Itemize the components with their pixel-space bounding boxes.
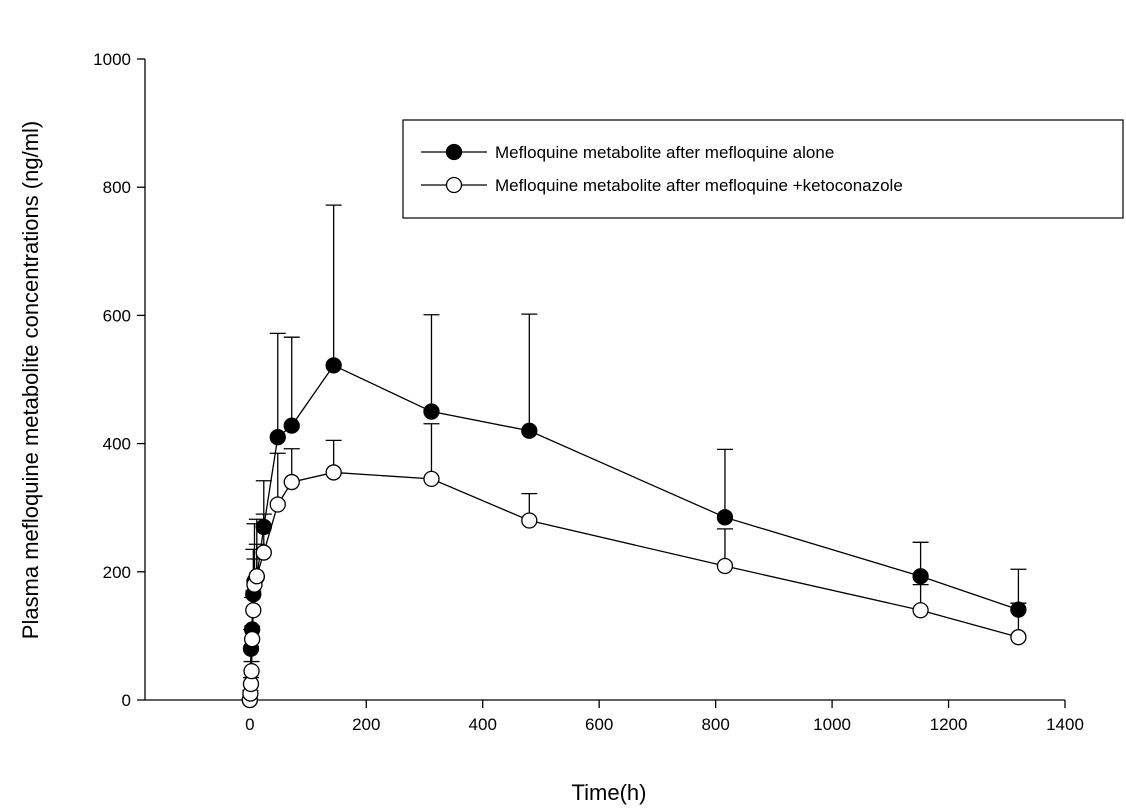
marker <box>521 512 538 529</box>
legend-marker <box>445 143 463 161</box>
x-tick-label: 600 <box>585 715 613 734</box>
error-bar <box>423 314 440 412</box>
x-tick-label: 1200 <box>930 715 968 734</box>
marker <box>243 630 261 648</box>
error-bar <box>269 332 286 438</box>
error-bar <box>423 423 440 479</box>
marker <box>269 429 286 446</box>
y-tick-label: 600 <box>103 306 131 325</box>
error-bar <box>521 313 538 431</box>
marker <box>521 422 538 439</box>
legend-marker <box>445 176 463 194</box>
marker <box>255 544 272 561</box>
marker <box>245 602 262 619</box>
marker <box>269 496 286 513</box>
marker <box>912 602 929 619</box>
x-tick-label: 1000 <box>813 715 851 734</box>
x-tick-label: 200 <box>352 715 380 734</box>
marker <box>423 470 440 488</box>
error-bar <box>283 336 300 426</box>
marker <box>912 568 929 585</box>
marker <box>716 557 734 575</box>
y-tick-label: 400 <box>103 435 131 454</box>
marker <box>248 568 265 585</box>
error-bar <box>269 452 286 505</box>
error-bar <box>325 204 342 366</box>
legend-label: Mefloquine metabolite after mefloquine +… <box>495 176 903 195</box>
legend-box <box>402 119 1124 219</box>
marker <box>243 663 260 680</box>
marker <box>325 464 342 481</box>
series-line <box>249 471 1019 701</box>
y-tick-label: 200 <box>103 563 131 582</box>
x-tick-label: 0 <box>245 715 254 734</box>
x-axis-title: Time(h) <box>572 780 647 805</box>
y-axis-title: Plasma mefloquine metabolite concentrati… <box>18 121 43 639</box>
x-tick-label: 400 <box>469 715 497 734</box>
error-bar <box>716 448 733 518</box>
legend: Mefloquine metabolite after mefloquine a… <box>402 119 1124 219</box>
marker <box>325 357 342 374</box>
marker <box>1010 629 1027 646</box>
x-tick-label: 800 <box>701 715 729 734</box>
y-tick-label: 1000 <box>93 50 131 69</box>
legend-label: Mefloquine metabolite after mefloquine a… <box>495 143 834 162</box>
marker <box>283 417 300 434</box>
y-tick-label: 0 <box>122 691 131 710</box>
marker <box>283 473 300 491</box>
y-tick-label: 800 <box>103 178 131 197</box>
marker <box>716 509 734 526</box>
x-tick-label: 1400 <box>1046 715 1084 734</box>
marker <box>423 403 440 420</box>
series-line <box>249 364 1019 701</box>
